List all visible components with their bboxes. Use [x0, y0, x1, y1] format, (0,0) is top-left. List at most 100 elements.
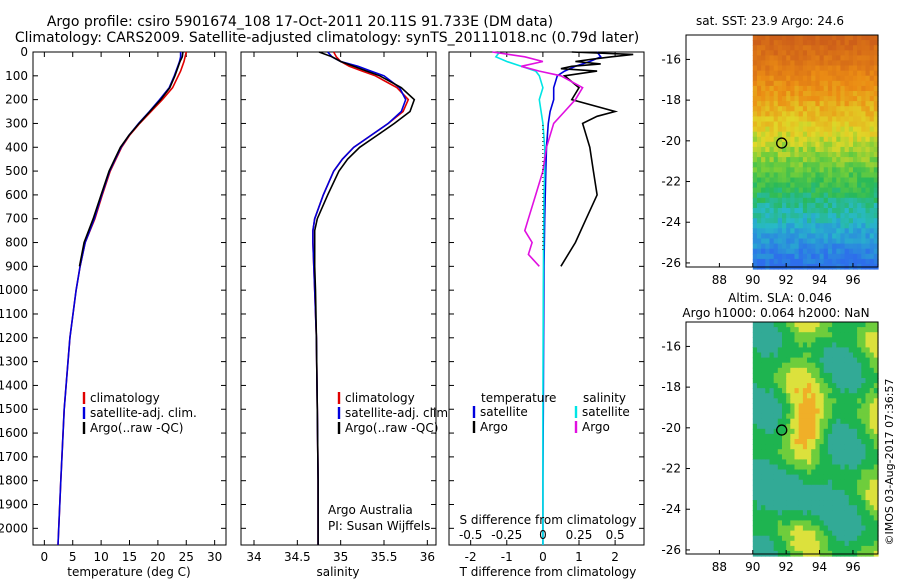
sst-map-cell — [840, 167, 846, 173]
sla-map-cell — [832, 322, 837, 328]
sst-map-cell — [853, 91, 858, 97]
sst-map-cell — [857, 152, 862, 158]
sst-map-cell — [769, 136, 775, 143]
sst-map-cell — [823, 60, 829, 67]
sla-map-cell — [777, 510, 783, 516]
sst-map-cell — [786, 121, 791, 128]
sst-map-cell — [853, 116, 858, 123]
sla-map-cell — [827, 428, 833, 435]
sst-map-cell — [819, 40, 825, 46]
sla-map-cell — [832, 489, 837, 496]
sst-map-cell — [832, 40, 837, 46]
sst-map-cell — [794, 45, 800, 51]
sla-map-cell — [757, 500, 762, 506]
sla-map-cell — [761, 423, 766, 430]
sla-map-cell — [861, 378, 867, 384]
sla-map-cell — [786, 479, 791, 486]
sla-map-cell — [773, 418, 779, 425]
sla-map-cell — [832, 454, 837, 460]
sst-map-cell — [790, 80, 796, 87]
sla-map-cell — [757, 484, 762, 491]
sla-map-cell — [782, 495, 787, 501]
sla-map-cell — [832, 439, 837, 445]
sst-map-cell — [782, 218, 787, 224]
sst-map-cell — [798, 152, 804, 158]
sst-map-cell — [807, 233, 812, 240]
sst-map-cell — [840, 136, 846, 143]
sla-map-cell — [819, 332, 825, 338]
sla-map-cell — [761, 479, 766, 486]
sst-map-cell — [869, 238, 875, 245]
sst-map-cell — [786, 152, 791, 158]
sla-map-cell — [765, 342, 771, 349]
sst-map-cell — [873, 146, 879, 153]
sst-map-cell — [832, 106, 837, 112]
sla-map-cell — [794, 535, 800, 542]
sla-map-cell — [798, 479, 804, 486]
sla-map-cell — [757, 469, 762, 476]
sla-map-cell — [844, 500, 850, 506]
sst-map-cell — [848, 75, 854, 82]
sst-map-cell — [790, 223, 796, 229]
sla-map-cell — [848, 495, 854, 501]
sla-map-cell — [853, 439, 858, 445]
sla-map-cell — [811, 489, 816, 496]
sst-map-cell — [757, 116, 762, 123]
sst-map-cell — [823, 223, 829, 229]
sst-map-cell — [811, 96, 816, 102]
depth-tick-label: 500 — [5, 164, 28, 178]
sst-map-cell — [840, 218, 846, 224]
sst-map-cell — [840, 192, 846, 199]
sst-map-cell — [861, 146, 867, 153]
sla-map-cell — [827, 520, 833, 527]
sla-map-cell — [777, 362, 783, 369]
sst-map-cell — [765, 258, 771, 265]
sla-map-cell — [827, 413, 833, 420]
sla-map-cell — [844, 474, 850, 481]
sst-map-cell — [857, 50, 862, 56]
sst-map-cell — [869, 116, 875, 123]
sst-map-cell — [794, 202, 800, 209]
sla-map-cell — [757, 545, 762, 552]
sla-map-cell — [802, 398, 808, 404]
sst-map-cell — [798, 228, 804, 234]
sst-map-cell — [802, 80, 808, 87]
sst-map-cell — [798, 258, 804, 265]
sla-map-cell — [844, 367, 850, 374]
sla-map-cell — [802, 500, 808, 506]
sla-map-cell — [807, 495, 812, 501]
sst-map-cell — [807, 248, 812, 255]
sla-map-cell — [832, 378, 837, 384]
sst-map-cell — [777, 167, 783, 173]
sla-map-cell — [798, 540, 804, 547]
sla-map-cell — [765, 464, 771, 471]
sla-map-cell — [840, 510, 846, 516]
sst-map-cell — [857, 75, 862, 82]
sst-map-cell — [786, 50, 791, 56]
sst-map-cell — [873, 167, 879, 173]
sst-map-cell — [798, 172, 804, 179]
sla-map-cell — [761, 408, 766, 415]
sla-map-cell — [853, 327, 858, 333]
sst-map-cell — [823, 177, 829, 184]
sst-map-cell — [865, 141, 871, 148]
sla-map-cell — [857, 515, 862, 521]
sst-map-cell — [861, 136, 867, 143]
sst-map-cell — [853, 60, 858, 67]
sla-map-cell — [815, 423, 821, 430]
sla-map-cell — [861, 418, 867, 425]
sst-map-cell — [782, 228, 787, 234]
sla-map-cell — [832, 367, 837, 374]
sla-map-cell — [798, 418, 804, 425]
sla-map-cell — [811, 388, 816, 394]
sla-map-cell — [773, 530, 779, 537]
sla-map-cell — [840, 474, 846, 481]
sst-map-cell — [798, 80, 804, 87]
sla-map-cell — [782, 418, 787, 425]
sla-map-cell — [802, 347, 808, 354]
sst-map-cell — [827, 213, 833, 219]
sla-map-cell — [873, 332, 879, 338]
sla-map-cell — [827, 398, 833, 404]
sst-map-cell — [798, 243, 804, 250]
sst-map-cell — [782, 121, 787, 128]
